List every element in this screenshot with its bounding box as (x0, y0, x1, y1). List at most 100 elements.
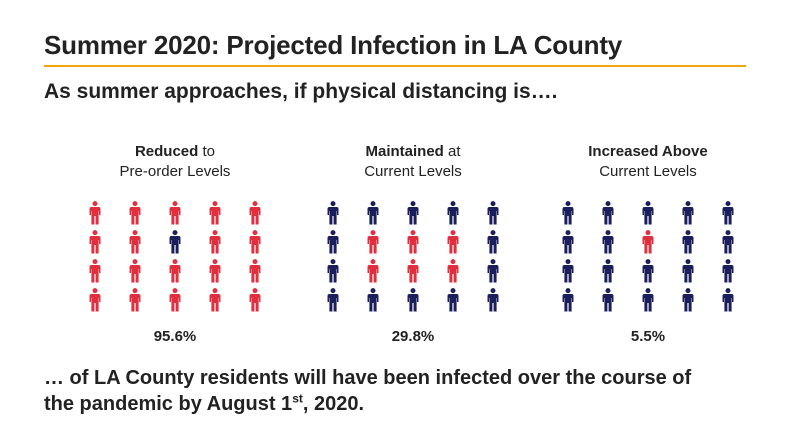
person-icon (249, 200, 261, 224)
person-not-infected (588, 200, 628, 225)
person-not-infected (473, 258, 513, 283)
scenario-heading-bold: Increased Above (588, 143, 708, 160)
person-icon (209, 258, 221, 282)
person-icon (169, 287, 181, 311)
person-not-infected (313, 229, 353, 254)
person-not-infected (628, 258, 668, 283)
person-icon (209, 287, 221, 311)
person-infected (155, 287, 195, 312)
person-not-infected (353, 200, 393, 225)
person-icon (367, 287, 379, 311)
person-infected (195, 200, 235, 225)
person-not-infected (393, 200, 433, 225)
person-infected (115, 200, 155, 225)
person-not-infected (393, 287, 433, 312)
person-infected (75, 258, 115, 283)
person-infected (433, 258, 473, 283)
scenario-increased: Increased Above Current Levels 5.5% (548, 142, 748, 345)
person-icon (249, 229, 261, 253)
person-infected (393, 258, 433, 283)
person-infected (75, 287, 115, 312)
person-icon (642, 258, 654, 282)
person-icon (642, 229, 654, 253)
person-icon (682, 200, 694, 224)
person-icon (89, 287, 101, 311)
scenario-percent: 5.5% (630, 328, 666, 345)
person-icon (129, 287, 141, 311)
person-not-infected (708, 200, 748, 225)
footer-statement: … of LA County residents will have been … (44, 365, 764, 417)
scenario-heading-rest: at (443, 143, 461, 160)
person-icon (447, 200, 459, 224)
person-not-infected (313, 287, 353, 312)
person-infected (115, 258, 155, 283)
person-icon (447, 229, 459, 253)
person-infected (155, 258, 195, 283)
person-infected (195, 258, 235, 283)
scenario-heading: Reduced to Pre-order Levels (75, 142, 275, 184)
person-infected (195, 229, 235, 254)
people-grid (75, 200, 275, 312)
person-icon (407, 229, 419, 253)
scenario-reduced: Reduced to Pre-order Levels 95.6% (75, 142, 275, 345)
person-icon (642, 287, 654, 311)
person-not-infected (548, 200, 588, 225)
scenario-maintained: Maintained at Current Levels 29.8% (313, 142, 513, 345)
person-icon (487, 200, 499, 224)
footer-line-a: … of LA County residents will have been … (44, 367, 692, 389)
person-icon (327, 287, 339, 311)
person-icon (89, 229, 101, 253)
person-icon (722, 258, 734, 282)
person-not-infected (708, 229, 748, 254)
person-icon (447, 258, 459, 282)
person-not-infected (433, 200, 473, 225)
person-not-infected (628, 287, 668, 312)
person-infected (235, 200, 275, 225)
person-icon (169, 200, 181, 224)
person-infected (393, 229, 433, 254)
person-icon (407, 200, 419, 224)
person-not-infected (313, 200, 353, 225)
person-icon (89, 258, 101, 282)
person-not-infected (433, 287, 473, 312)
person-icon (722, 229, 734, 253)
person-icon (327, 200, 339, 224)
person-icon (602, 229, 614, 253)
person-infected (115, 287, 155, 312)
person-icon (682, 287, 694, 311)
person-not-infected (548, 229, 588, 254)
person-not-infected (708, 287, 748, 312)
person-icon (249, 258, 261, 282)
person-infected (115, 229, 155, 254)
person-not-infected (588, 287, 628, 312)
scenario-percent: 29.8% (391, 328, 435, 345)
person-infected (75, 229, 115, 254)
person-icon (367, 258, 379, 282)
person-infected (235, 258, 275, 283)
person-icon (562, 200, 574, 224)
person-icon (602, 258, 614, 282)
scenario-heading-bold: Maintained (365, 143, 444, 160)
person-not-infected (548, 258, 588, 283)
person-not-infected (668, 200, 708, 225)
person-icon (722, 287, 734, 311)
person-infected (353, 229, 393, 254)
person-icon (487, 258, 499, 282)
person-icon (407, 287, 419, 311)
people-grid (548, 200, 748, 312)
person-icon (129, 200, 141, 224)
person-infected (353, 258, 393, 283)
person-not-infected (668, 229, 708, 254)
scenario-heading-line2: Pre-order Levels (119, 163, 231, 180)
person-icon (169, 258, 181, 282)
person-not-infected (668, 258, 708, 283)
person-icon (89, 200, 101, 224)
person-infected (75, 200, 115, 225)
person-not-infected (708, 258, 748, 283)
footer-ordinal-suffix: st (292, 391, 303, 406)
person-icon (682, 258, 694, 282)
person-not-infected (313, 258, 353, 283)
person-icon (367, 200, 379, 224)
person-icon (562, 258, 574, 282)
scenario-heading: Maintained at Current Levels (313, 142, 513, 184)
